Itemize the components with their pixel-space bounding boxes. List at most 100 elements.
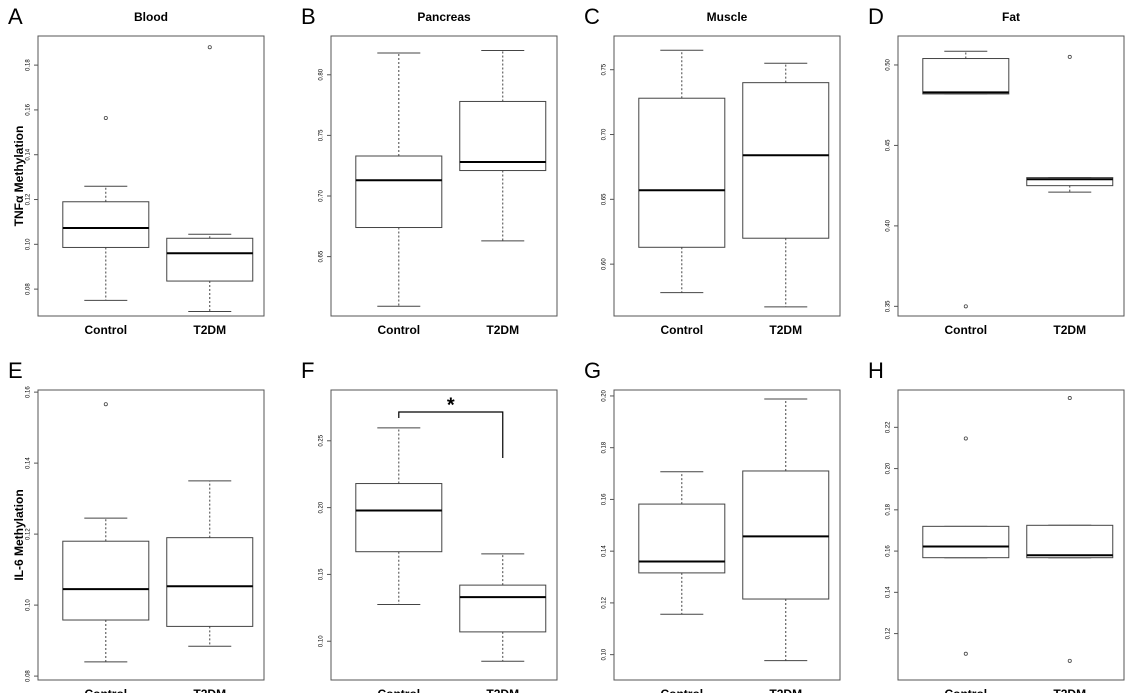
box: [459, 584, 547, 633]
x-tick-label: Control: [377, 687, 420, 693]
x-tick-label: Control: [84, 323, 127, 337]
y-tick-label: 0.10: [319, 635, 325, 647]
x-tick-label: T2DM: [193, 687, 226, 693]
outlier: [103, 115, 108, 120]
box: [355, 483, 443, 553]
plot-frame: [330, 35, 558, 317]
box: [922, 58, 1010, 95]
outlier: [963, 304, 968, 309]
panel-letter: E: [8, 358, 23, 383]
box: [638, 503, 726, 574]
y-tick-label: 0.14: [26, 457, 32, 469]
y-tick-label: 0.16: [886, 545, 892, 557]
y-tick-label: 0.10: [26, 238, 32, 250]
y-tick-label: 0.22: [886, 421, 892, 433]
box: [355, 155, 443, 229]
x-tick-label: T2DM: [193, 323, 226, 337]
panel-letter: F: [301, 358, 314, 383]
box: [1026, 524, 1114, 559]
y-axis-label: TNFα Methylation: [12, 126, 26, 227]
y-tick-label: 0.14: [886, 586, 892, 598]
outlier: [1067, 54, 1072, 59]
y-tick-label: 0.35: [886, 300, 892, 312]
box: [638, 97, 726, 248]
y-tick-label: 0.14: [602, 545, 608, 557]
box: [166, 237, 254, 282]
outlier: [207, 45, 212, 50]
box: [742, 470, 830, 600]
y-tick-label: 0.15: [319, 568, 325, 580]
x-tick-label: Control: [944, 687, 987, 693]
outlier: [1067, 658, 1072, 663]
y-tick-label: 0.12: [26, 193, 32, 205]
x-tick-label: T2DM: [486, 687, 519, 693]
plot-frame: [897, 389, 1125, 681]
y-tick-label: 0.20: [886, 462, 892, 474]
box: [922, 525, 1010, 559]
y-tick-label: 0.25: [319, 434, 325, 446]
box: [166, 537, 254, 627]
plot-frame: [613, 35, 841, 317]
y-tick-label: 0.12: [26, 528, 32, 540]
y-tick-label: 0.70: [602, 128, 608, 140]
significance-annotation: *: [447, 394, 455, 416]
panel-letter: G: [584, 358, 601, 383]
outlier: [963, 436, 968, 441]
plot-frame: [37, 35, 265, 317]
box: [62, 540, 150, 621]
plot-frame: [330, 389, 558, 681]
y-tick-label: 0.75: [319, 129, 325, 141]
panel-letter: B: [301, 4, 316, 29]
y-tick-label: 0.65: [602, 193, 608, 205]
plot-frame: [897, 35, 1125, 317]
y-tick-label: 0.08: [26, 670, 32, 682]
x-tick-label: Control: [377, 323, 420, 337]
significance-bracket: [398, 411, 504, 458]
x-tick-label: T2DM: [1053, 323, 1086, 337]
y-tick-label: 0.08: [26, 283, 32, 295]
y-tick-label: 0.20: [602, 389, 608, 401]
y-tick-label: 0.16: [602, 493, 608, 505]
panel-title: Muscle: [707, 10, 748, 24]
panel-title: Pancreas: [417, 10, 471, 24]
panel-letter: D: [868, 4, 884, 29]
y-tick-label: 0.40: [886, 219, 892, 231]
y-tick-label: 0.70: [319, 190, 325, 202]
plot-frame: [613, 389, 841, 681]
outlier: [1067, 396, 1072, 401]
panel-title: Fat: [1002, 10, 1020, 24]
x-tick-label: T2DM: [769, 323, 802, 337]
y-tick-label: 0.14: [26, 148, 32, 160]
y-tick-label: 0.65: [319, 250, 325, 262]
box: [62, 201, 150, 248]
y-axis-label: IL-6 Methylation: [12, 489, 26, 580]
outlier: [103, 402, 108, 407]
box: [459, 100, 547, 172]
y-tick-label: 0.10: [26, 599, 32, 611]
y-tick-label: 0.50: [886, 58, 892, 70]
box: [742, 82, 830, 239]
y-tick-label: 0.10: [602, 648, 608, 660]
plot-frame: [37, 389, 265, 681]
x-tick-label: T2DM: [769, 687, 802, 693]
panel-letter: A: [8, 4, 23, 29]
outlier: [963, 651, 968, 656]
y-tick-label: 0.80: [319, 68, 325, 80]
y-tick-label: 0.18: [886, 503, 892, 515]
y-tick-label: 0.60: [602, 258, 608, 270]
y-tick-label: 0.12: [886, 627, 892, 639]
y-tick-label: 0.45: [886, 139, 892, 151]
x-tick-label: T2DM: [1053, 687, 1086, 693]
x-tick-label: Control: [660, 323, 703, 337]
panel-letter: H: [868, 358, 884, 383]
x-tick-label: Control: [660, 687, 703, 693]
panel-title: Blood: [134, 10, 168, 24]
y-tick-label: 0.75: [602, 63, 608, 75]
y-tick-label: 0.16: [26, 103, 32, 115]
box: [1026, 177, 1114, 187]
y-tick-label: 0.12: [602, 596, 608, 608]
x-tick-label: T2DM: [486, 323, 519, 337]
y-tick-label: 0.18: [602, 441, 608, 453]
y-tick-label: 0.16: [26, 386, 32, 398]
